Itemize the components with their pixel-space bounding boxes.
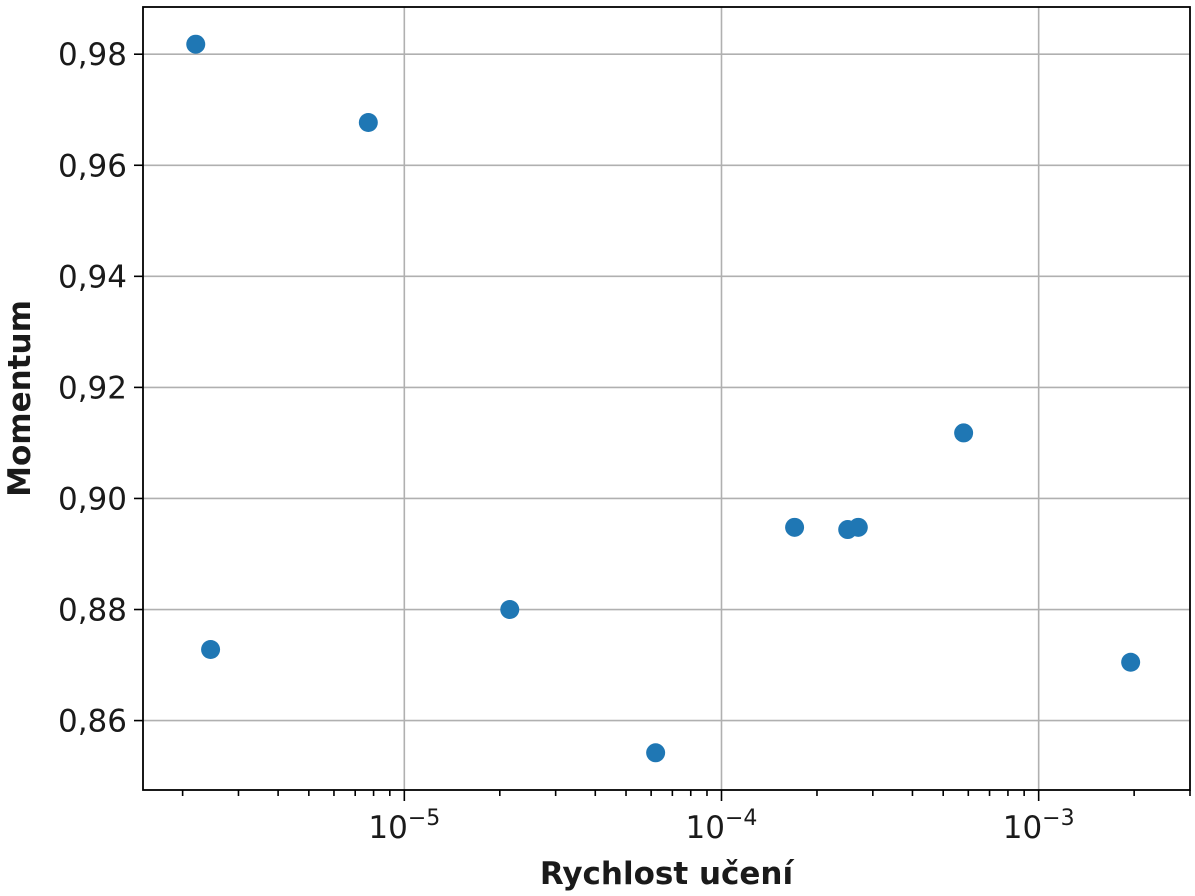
x-tick-label-base: 10 (686, 810, 725, 846)
data-point (500, 600, 520, 620)
x-tick-label: 10−4 (686, 806, 758, 846)
grid-lines (143, 7, 1190, 790)
x-tick-label-base: 10 (1003, 810, 1042, 846)
data-point (646, 743, 666, 763)
y-tick-label: 0,90 (58, 481, 127, 517)
y-axis-title: Momentum (2, 300, 38, 497)
y-tick-label: 0,98 (58, 37, 127, 73)
x-tick-label-base: 10 (368, 810, 407, 846)
y-tick-label: 0,96 (58, 148, 127, 184)
plot-frame (142, 6, 1191, 791)
data-point (785, 517, 805, 537)
x-tick-label-exponent: −4 (725, 806, 757, 831)
data-points (186, 34, 1141, 763)
data-point (954, 423, 974, 443)
y-tick-label: 0,86 (58, 704, 127, 740)
x-tick-label: 10−3 (1003, 806, 1075, 846)
data-point (201, 640, 221, 660)
x-axis-title: Rychlost učení (540, 856, 795, 892)
y-tick-label: 0,92 (58, 370, 127, 406)
data-point (848, 517, 868, 537)
x-tick-label-exponent: −3 (1042, 806, 1074, 831)
x-tick-label-exponent: −5 (408, 806, 440, 831)
axis-ticks (134, 53, 1191, 801)
data-point (186, 34, 206, 54)
y-tick-label: 0,88 (58, 593, 127, 629)
x-tick-label: 10−5 (368, 806, 440, 846)
data-point (358, 113, 378, 133)
y-tick-label: 0,94 (58, 259, 127, 295)
data-point (1121, 652, 1141, 672)
